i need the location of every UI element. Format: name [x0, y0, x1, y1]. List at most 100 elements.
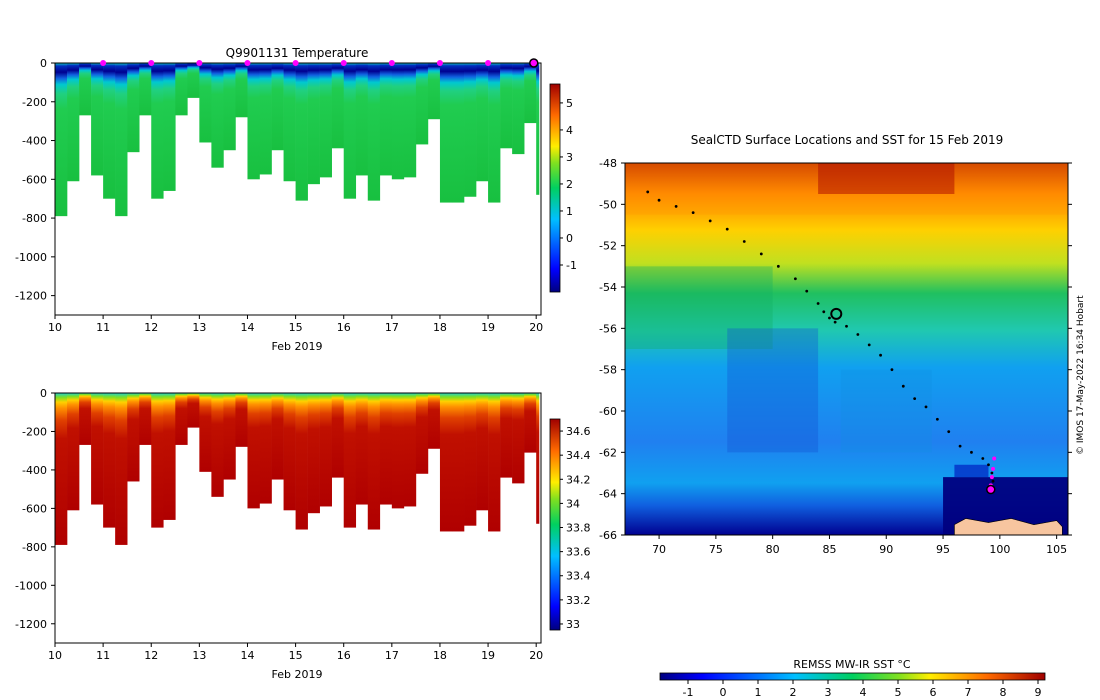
x-tick-label: 12 — [144, 321, 158, 334]
x-tick-label: 105 — [1046, 543, 1067, 556]
temperature-panel: Q9901131 Temperature 10 11 12 13 14 15 16 17 18 1… — [15, 46, 577, 353]
track-point — [725, 227, 729, 231]
section-column — [379, 63, 393, 176]
colorbar-tick-label: 2 — [790, 686, 797, 699]
colorbar-tick-label: 1 — [755, 686, 762, 699]
temperature-colorbar-ticks: -1 0 1 2 3 4 5 — [560, 97, 577, 272]
track-point — [924, 405, 928, 409]
section-column — [55, 63, 68, 217]
seal-track — [646, 190, 997, 495]
track-point — [742, 240, 746, 243]
salinity-axes-frame — [54, 392, 542, 644]
colorbar-tick-label: 5 — [895, 686, 902, 699]
sst-map-title: SealCTD Surface Locations and SST for 15… — [691, 133, 1004, 147]
section-column — [500, 393, 513, 478]
x-tick-label: 85 — [822, 543, 836, 556]
colorbar-tick-label: 8 — [1000, 686, 1007, 699]
profile-marker — [340, 60, 347, 66]
recent-position — [989, 475, 994, 480]
x-tick-label: 18 — [433, 321, 447, 334]
section-column — [500, 63, 513, 149]
sst-patch — [954, 464, 989, 478]
section-column — [127, 393, 140, 482]
track-point — [646, 190, 650, 194]
section-column — [367, 63, 381, 201]
section-column — [343, 63, 357, 199]
section-column — [512, 63, 525, 155]
x-tick-label: 13 — [192, 321, 206, 334]
y-tick-label: -400 — [22, 135, 47, 148]
section-column — [403, 393, 417, 507]
y-tick-label: -800 — [22, 212, 47, 225]
section-column — [199, 393, 212, 472]
section-column — [223, 393, 236, 480]
track-point — [947, 430, 951, 434]
section-column — [319, 63, 332, 178]
salinity-x-ticks: 10 11 12 13 14 15 16 17 18 19 20 — [48, 643, 543, 662]
x-tick-label: 18 — [433, 649, 447, 662]
track-point — [845, 324, 848, 328]
section-column — [259, 63, 272, 175]
sst-patch — [727, 328, 819, 453]
y-tick-label: 0 — [40, 387, 47, 400]
salinity-section — [55, 393, 540, 545]
track-point — [856, 333, 860, 336]
track-point — [816, 302, 820, 305]
section-column — [488, 63, 501, 203]
y-tick-label: -600 — [22, 173, 47, 186]
section-column — [331, 393, 345, 478]
profile-marker — [388, 60, 395, 66]
section-column — [283, 393, 296, 511]
section-column — [187, 393, 200, 428]
track-point — [970, 450, 973, 454]
section-column — [259, 393, 272, 504]
sst-field — [625, 163, 1068, 535]
section-column — [415, 393, 429, 474]
section-column — [307, 63, 320, 185]
track-point — [833, 320, 837, 324]
colorbar-tick-label: 34.6 — [566, 425, 591, 438]
section-column — [427, 393, 441, 449]
x-tick-label: 10 — [48, 321, 62, 334]
y-tick-label: -58 — [599, 364, 617, 377]
x-tick-label: 15 — [289, 649, 303, 662]
y-tick-label: -600 — [22, 502, 47, 515]
track-point — [990, 471, 994, 475]
temperature-y-ticks: 0 -200 -400 -600 -800 -1000 -1200 — [15, 57, 55, 303]
section-column — [247, 393, 260, 509]
section-column — [295, 63, 308, 201]
temperature-section — [55, 63, 540, 217]
profile-marker — [196, 60, 203, 66]
temperature-xlabel: Feb 2019 — [272, 340, 323, 353]
section-column — [139, 63, 152, 116]
section-column — [163, 393, 176, 520]
section-column — [488, 393, 501, 532]
section-column — [295, 393, 308, 530]
section-column — [379, 393, 393, 505]
sst-map-panel: SealCTD Surface Locations and SST for 15… — [599, 133, 1086, 699]
section-column — [367, 393, 381, 530]
section-column — [512, 393, 525, 484]
y-tick-label: -200 — [22, 96, 47, 109]
section-column — [163, 63, 176, 191]
colorbar-tick-label: -1 — [683, 686, 694, 699]
x-tick-label: 95 — [936, 543, 950, 556]
section-column — [271, 63, 284, 151]
section-column — [79, 393, 92, 445]
track-point — [828, 316, 831, 320]
track-point — [991, 479, 995, 483]
colorbar-tick-label: 4 — [566, 124, 573, 137]
track-point — [867, 343, 871, 347]
colorbar-tick-label: 9 — [1035, 686, 1042, 699]
x-tick-label: 80 — [766, 543, 780, 556]
track-point — [691, 211, 695, 215]
colorbar-tick-label: 0 — [566, 232, 573, 245]
x-tick-label: 11 — [96, 321, 110, 334]
temperature-profile-markers — [100, 58, 539, 68]
track-point — [958, 444, 962, 448]
x-tick-label: 20 — [529, 649, 543, 662]
x-tick-label: 75 — [709, 543, 723, 556]
y-tick-label: -64 — [599, 488, 617, 501]
track-point — [901, 384, 905, 388]
section-column — [55, 393, 68, 545]
